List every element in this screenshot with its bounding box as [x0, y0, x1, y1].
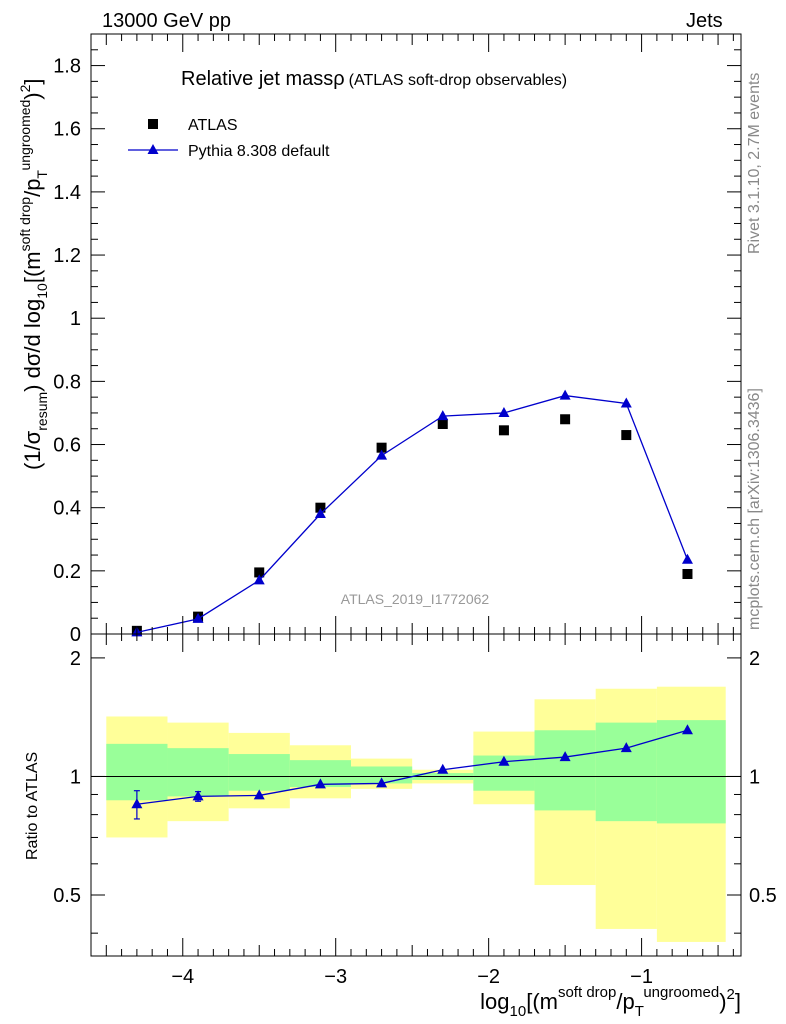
upper-y-tick-label: 0.6 — [53, 435, 81, 457]
rivet-version-text: Rivet 3.1.10, 2.7M events — [746, 72, 763, 254]
lower-y-tick-label: 1 — [70, 766, 81, 788]
atlas-data-point — [376, 442, 387, 453]
band-inner-bin-9 — [656, 720, 726, 824]
lower-y-tick-label-right: 0.5 — [749, 885, 777, 907]
plot-title: Relative jet massρ (ATLAS soft-drop obser… — [181, 68, 567, 607]
x-tick-label: −2 — [477, 966, 500, 988]
lower-y-tick-label-right: 1 — [749, 766, 760, 788]
x-tick-label: −4 — [171, 966, 194, 988]
ratio-point — [681, 724, 693, 735]
ratio-point — [620, 742, 632, 753]
axis-ticks — [90, 33, 741, 956]
upper-y-tick-label: 0.4 — [53, 498, 81, 520]
atlas-data-point — [315, 502, 326, 513]
legend-atlas-marker — [148, 119, 158, 129]
svg-text:Ratio to ATLAS: Ratio to ATLAS — [24, 752, 41, 860]
pythia-point — [681, 553, 693, 564]
uncertainty-bands — [106, 686, 726, 942]
atlas-data-point — [437, 419, 448, 429]
band-inner-bin-7 — [534, 730, 596, 811]
legend-pythia-label: Pythia 8.308 default — [188, 143, 330, 160]
upper-y-tick-label: 1.6 — [53, 119, 81, 141]
atlas-data-point — [254, 567, 265, 578]
lower-y-tick-label-right: 2 — [749, 648, 760, 670]
ratio-point — [253, 789, 265, 800]
lower-y-axis-label: Ratio to ATLAS — [24, 752, 41, 860]
ratio-point — [314, 778, 326, 789]
upper-y-axis-label: (1/σresum) dσ/d log10[(msoft drop/pTungr… — [17, 78, 50, 470]
legend-atlas-label: ATLAS — [188, 117, 238, 134]
atlas-data-point — [682, 569, 693, 579]
lower-y-tick-label: 2 — [70, 648, 81, 670]
atlas-data-point — [621, 430, 632, 441]
pythia-point — [253, 574, 265, 585]
ratio-line — [136, 729, 688, 805]
ratio-point — [498, 755, 510, 766]
chart-title: Relative jet massρ (ATLAS soft-drop obser… — [181, 68, 567, 90]
ratio-point — [192, 790, 204, 801]
pythia-point — [314, 508, 326, 518]
ratio-point — [131, 798, 143, 809]
upper-y-tick-label: 1.4 — [53, 182, 81, 204]
lower-frame — [90, 633, 742, 957]
upper-y-tick-label: 1.8 — [53, 56, 81, 78]
upper-y-tick-label: 0.8 — [53, 371, 81, 393]
band-inner-bin-2 — [228, 754, 290, 791]
x-tick-label: −1 — [630, 966, 653, 988]
lower-y-tick-label: 0.5 — [53, 885, 81, 907]
lower-series-layer — [131, 724, 693, 820]
band-inner-bin-1 — [167, 748, 229, 797]
source-text: mcplots.cern.ch [arXiv:1306.3436] — [746, 388, 763, 630]
pythia-point — [559, 389, 571, 400]
band-inner-bin-8 — [595, 722, 657, 822]
ratio-point — [437, 763, 449, 774]
upper-y-tick-label: 0 — [70, 624, 81, 646]
upper-series-layer — [131, 389, 693, 637]
x-axis-label: log10[(msoft drop/pTungroomed)2] — [480, 984, 741, 1020]
pythia-point — [437, 410, 449, 421]
header-category: Jets — [686, 10, 723, 32]
ratio-point — [376, 777, 388, 788]
pythia-point — [498, 406, 510, 417]
axis-labels: 0 0.2 0.4 0.6 0.8 1 1.2 1.4 1.6 1.8 −4 −3 −2 −1 0.5 0.5… — [17, 56, 777, 1020]
upper-y-tick-label: 0.2 — [53, 561, 81, 583]
pythia-point — [192, 612, 204, 623]
pythia-line — [136, 394, 689, 634]
x-tick-label: −3 — [324, 966, 347, 988]
upper-y-tick-label: 1.2 — [53, 245, 81, 267]
pythia-point — [620, 397, 632, 408]
header-energy: 13000 GeV pp — [102, 10, 231, 32]
legend: ATLAS Pythia 8.308 default — [128, 117, 330, 160]
analysis-watermark: ATLAS_2019_I1772062 — [341, 591, 490, 607]
atlas-data-point — [560, 414, 571, 425]
pythia-point — [376, 449, 388, 460]
legend-pythia-marker — [147, 144, 159, 154]
upper-y-tick-label: 1 — [70, 308, 81, 330]
atlas-data-point — [498, 425, 509, 436]
band-inner-bin-4 — [351, 766, 413, 784]
svg-text:(1/σresum) dσ/d log10[(msoft d: (1/σresum) dσ/d log10[(msoft drop/pTungr… — [17, 78, 50, 470]
ratio-point — [559, 751, 571, 762]
